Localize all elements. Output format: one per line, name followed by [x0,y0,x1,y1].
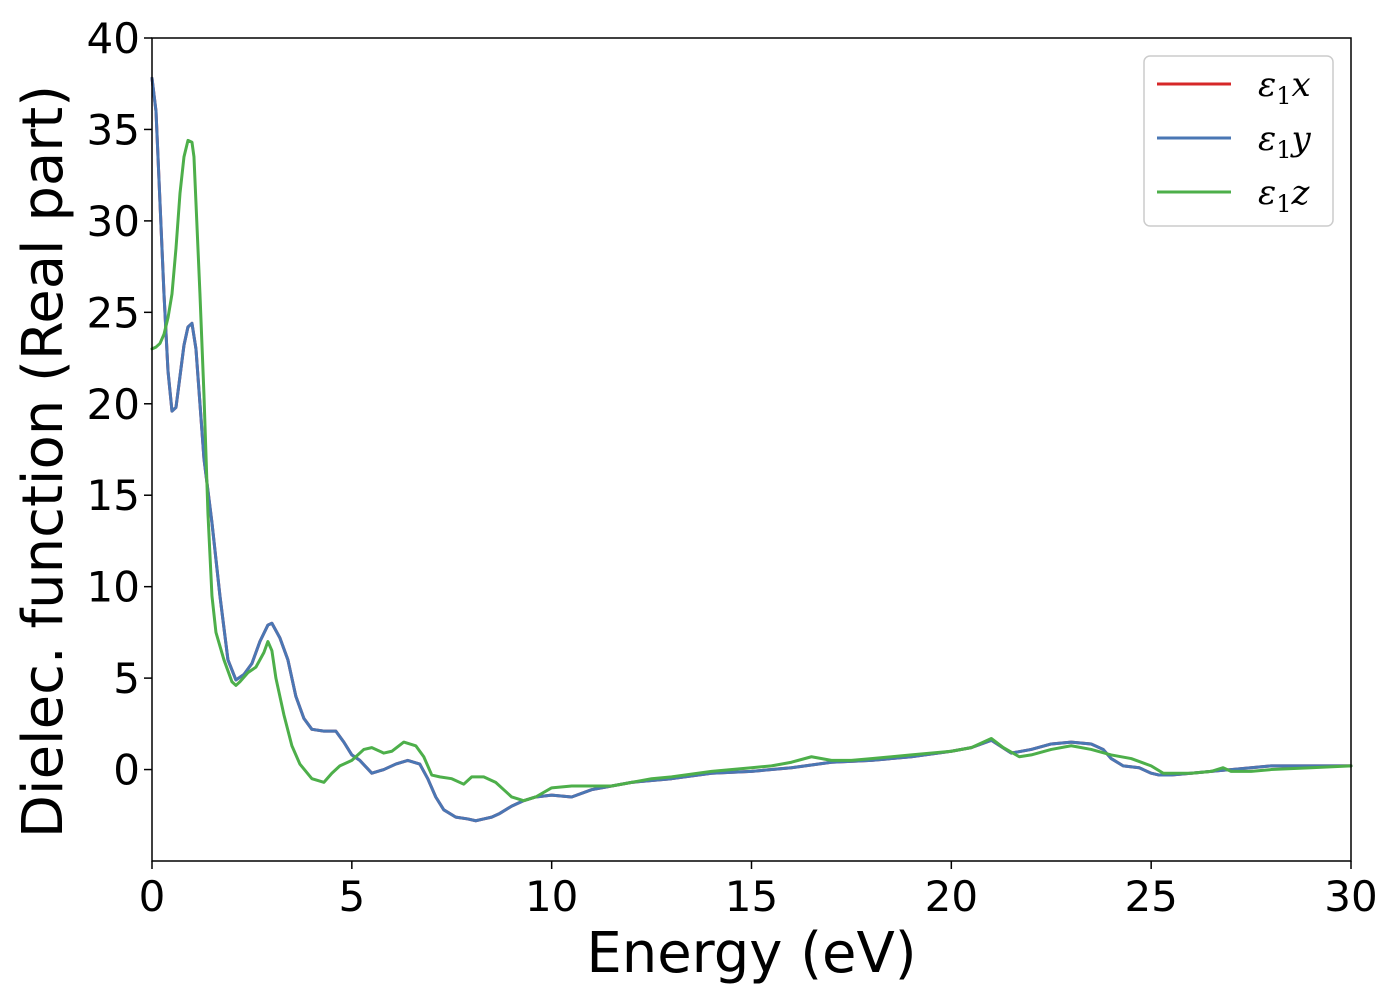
y-tick-label: 40 [87,14,140,63]
y-tick-label: 10 [87,563,140,612]
x-tick-label: 30 [1324,872,1377,921]
series-layer [150,76,1353,823]
x-tick-label: 20 [925,872,978,921]
y-tick-label: 20 [87,380,140,429]
x-tick-label: 5 [338,872,365,921]
y-tick-label: 5 [113,654,140,703]
y-tick-label: 30 [87,197,140,246]
series-line-z [150,138,1353,803]
legend-entry-y: ε1y [1258,119,1312,164]
legend-subscript: 1 [1276,136,1291,164]
legend-entry-z: ε1z [1258,173,1311,218]
x-tick-label: 0 [139,872,166,921]
x-axis-label: Energy (eV) [586,921,916,986]
legend-subscript: 1 [1276,82,1291,110]
x-tick-label: 15 [725,872,778,921]
y-tick-label: 0 [113,746,140,795]
legend-axis: x [1292,65,1311,105]
legend-box [1143,55,1334,227]
series-line-y [150,76,1353,823]
legend-symbol: ε [1258,119,1276,159]
x-tick-label: 10 [525,872,578,921]
x-axis-ticks: 0 5 10 15 20 25 30 [139,861,1378,921]
legend-symbol: ε [1258,65,1276,105]
y-tick-label: 35 [87,105,140,154]
y-axis-ticks: 0 5 10 15 20 25 30 35 40 [87,14,152,795]
legend-axis: z [1291,173,1311,213]
legend-entry-x: ε1x [1258,65,1311,110]
legend-symbol: ε [1258,173,1276,213]
y-tick-label: 25 [87,288,140,337]
legend-subscript: 1 [1276,190,1291,218]
y-axis-label: Dielec. function (Real part) [11,85,76,838]
x-tick-label: 25 [1124,872,1177,921]
y-tick-label: 15 [87,471,140,520]
legend-axis: y [1290,119,1312,159]
